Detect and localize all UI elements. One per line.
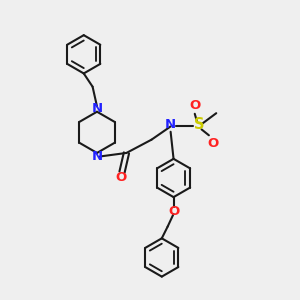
Text: O: O — [115, 171, 126, 184]
Text: S: S — [194, 118, 204, 133]
Text: O: O — [208, 137, 219, 150]
Text: N: N — [92, 150, 103, 163]
Text: N: N — [92, 102, 103, 115]
Text: O: O — [168, 205, 179, 218]
Text: O: O — [189, 99, 200, 112]
Text: N: N — [165, 118, 176, 131]
